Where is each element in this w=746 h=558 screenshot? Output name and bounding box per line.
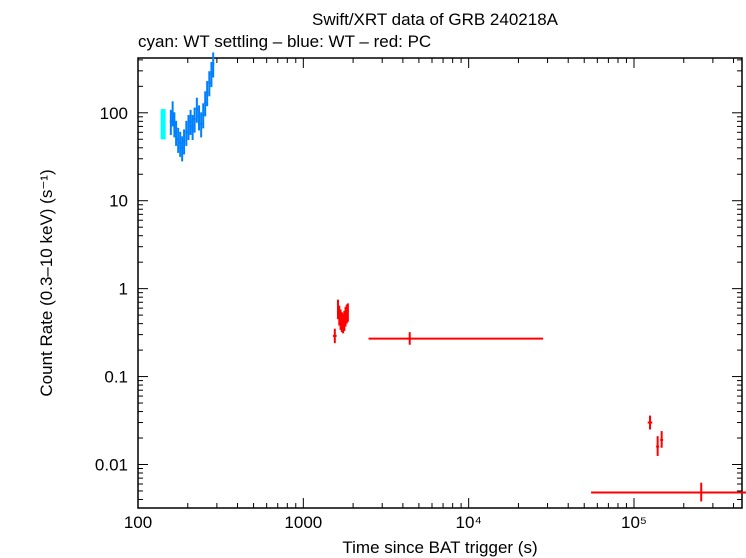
- y-tick-label: 100: [100, 104, 128, 123]
- plot-frame: [137, 57, 743, 509]
- series-0: [160, 109, 166, 140]
- y-tick-label: 10: [109, 192, 128, 211]
- y-axis-label: Count Rate (0.3–10 keV) (s⁻¹): [37, 169, 56, 396]
- x-tick-label: 10⁴: [456, 513, 482, 532]
- chart-subtitle: cyan: WT settling – blue: WT – red: PC: [138, 32, 431, 51]
- x-tick-label: 100: [124, 513, 152, 532]
- chart-title: Swift/XRT data of GRB 240218A: [312, 10, 559, 29]
- axis-ticks: 100 1000 10⁴ 10⁵ 100 10 1 0.1 0.01: [95, 58, 742, 532]
- series-2: [332, 299, 746, 502]
- x-tick-label: 10⁵: [621, 513, 647, 532]
- y-tick-label: 0.1: [104, 368, 128, 387]
- y-tick-label: 0.01: [95, 455, 128, 474]
- y-tick-label: 1: [119, 280, 128, 299]
- x-tick-label: 1000: [284, 513, 322, 532]
- data-series: [160, 52, 746, 502]
- x-axis-label: Time since BAT trigger (s): [342, 538, 537, 557]
- series-1: [169, 52, 215, 162]
